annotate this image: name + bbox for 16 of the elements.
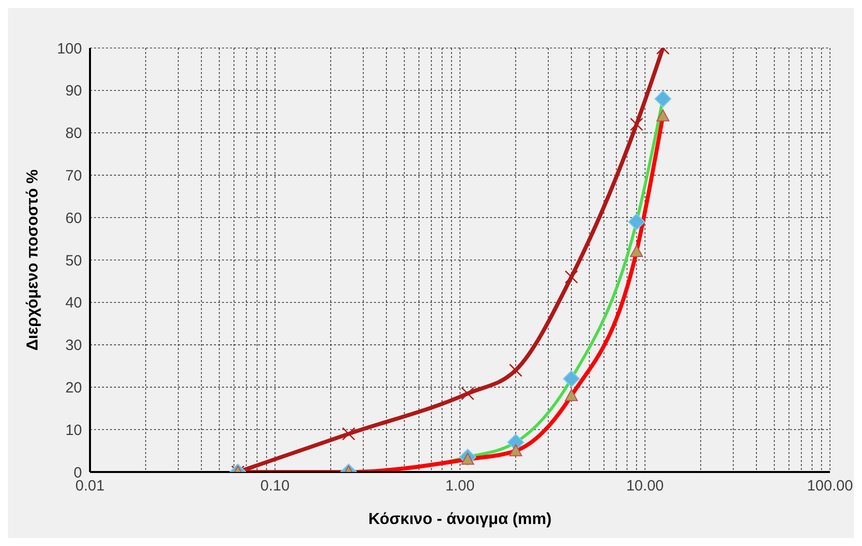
x-axis-title: Κόσκινο - άνοιγμα (mm) [368, 511, 552, 528]
y-tick-label: 80 [65, 125, 82, 142]
x-tick-label: 10.00 [626, 478, 664, 495]
y-tick-label: 40 [65, 294, 82, 312]
y-tick-label: 100 [56, 40, 82, 58]
y-tick-label: 30 [65, 337, 82, 354]
x-tick-label: 0.10 [260, 478, 290, 495]
y-tick-label: 20 [65, 380, 82, 397]
y-tick-label: 70 [65, 168, 82, 185]
y-tick-label: 60 [65, 210, 82, 227]
x-tick-label: 1.00 [445, 478, 475, 495]
y-tick-label: 50 [65, 252, 82, 270]
y-tick-label: 90 [65, 82, 82, 100]
x-tick-label: 100.00 [807, 478, 853, 495]
y-axis-title: Διερχόμενο ποσοστό % [24, 169, 42, 351]
y-tick-label: 10 [65, 422, 82, 439]
